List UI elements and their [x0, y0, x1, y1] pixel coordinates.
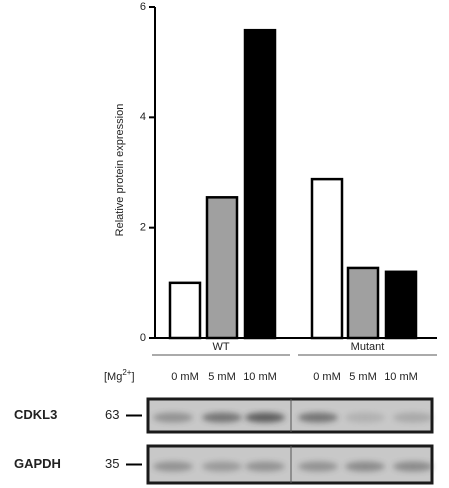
blot-band — [153, 412, 193, 423]
blot-band — [153, 461, 193, 472]
blot-background — [146, 397, 434, 434]
blot-background — [146, 444, 434, 485]
x-tick-label: 10 mM — [384, 371, 418, 383]
blot-band — [202, 461, 242, 472]
blot-band — [298, 461, 338, 472]
blot-label: CDKL3 — [14, 407, 57, 422]
blot-band — [393, 461, 433, 472]
blot-band — [298, 412, 338, 423]
bar — [310, 177, 344, 340]
x-tick-label: 0 mM — [313, 371, 341, 383]
x-tick-label: 5 mM — [208, 371, 236, 383]
x-tick-label: 10 mM — [243, 371, 277, 383]
blot-band — [245, 461, 285, 472]
y-tick-label: 0 — [140, 332, 146, 344]
bar — [346, 266, 380, 340]
blot-marker: 35 — [105, 456, 119, 471]
group-label: WT — [212, 341, 229, 353]
group-label: Mutant — [351, 341, 385, 353]
y-axis-label: Relative protein expression — [114, 104, 126, 237]
bar — [205, 196, 239, 340]
blot-band — [245, 412, 285, 423]
y-tick-label: 4 — [140, 111, 146, 123]
blot-band — [393, 412, 433, 423]
blot-band — [202, 412, 242, 423]
blot-label: GAPDH — [14, 456, 61, 471]
bar — [243, 28, 277, 340]
bar — [384, 270, 418, 340]
concentration-label: [Mg2+] — [104, 368, 135, 383]
blot-marker: 63 — [105, 407, 119, 422]
y-tick-label: 2 — [140, 222, 146, 234]
x-tick-label: 5 mM — [349, 371, 377, 383]
bar — [168, 281, 202, 340]
y-tick-label: 6 — [140, 1, 146, 13]
blot-band — [345, 412, 385, 423]
blot-band — [345, 461, 385, 472]
x-tick-label: 0 mM — [171, 371, 199, 383]
